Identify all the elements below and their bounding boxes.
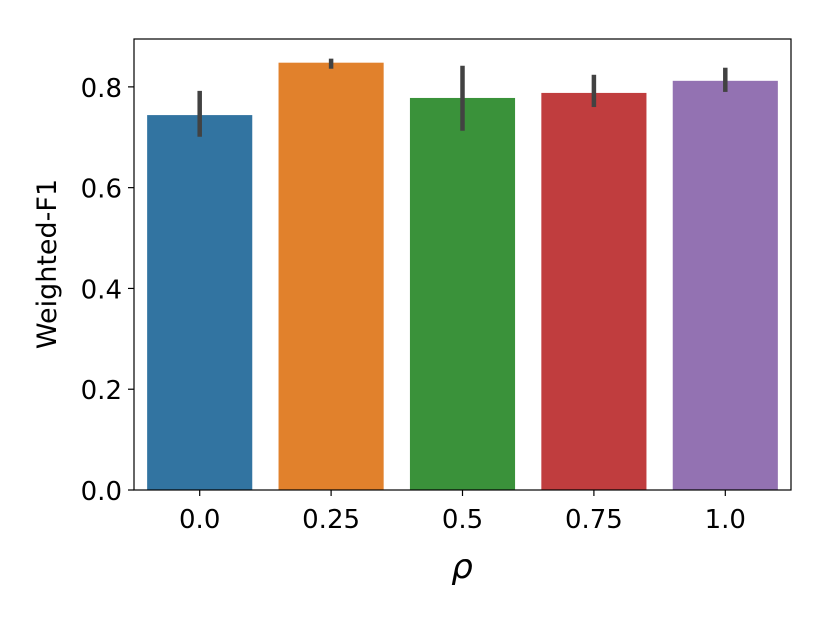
y-tick-label: 0.4 — [81, 275, 122, 305]
y-tick-label: 0.6 — [81, 175, 122, 205]
y-axis: 0.0 0.2 0.4 0.6 0.8 — [81, 74, 134, 507]
x-tick-label: 0.5 — [442, 505, 483, 535]
bar-0.75 — [541, 92, 647, 491]
bar-0.0 — [147, 115, 253, 490]
y-tick-label: 0.0 — [81, 477, 122, 507]
x-tick-label: 0.0 — [179, 505, 220, 535]
error-bars-group — [197, 58, 728, 137]
bar-0.25 — [278, 62, 384, 490]
bars-group — [147, 62, 778, 491]
y-tick-label: 0.8 — [81, 74, 122, 104]
bar-0.5 — [409, 97, 516, 490]
x-tick-label: 0.25 — [302, 505, 360, 535]
x-axis: 0.0 0.25 0.5 0.75 1.0 — [179, 490, 746, 535]
x-tick-label: 1.0 — [705, 505, 746, 535]
y-tick-label: 0.2 — [81, 376, 122, 406]
y-axis-label: Weighted-F1 — [32, 179, 63, 349]
x-axis-label: ρ — [451, 547, 473, 587]
x-tick-label: 0.75 — [565, 505, 623, 535]
bar-1.0 — [672, 80, 778, 490]
